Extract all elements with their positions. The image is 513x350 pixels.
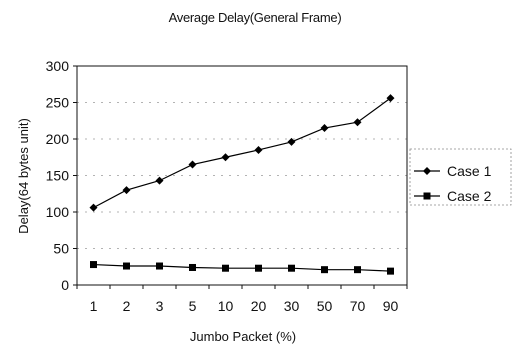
data-point <box>89 203 98 212</box>
data-point <box>255 264 262 272</box>
x-tick-label: 90 <box>383 298 399 314</box>
x-tick-label: 20 <box>251 298 267 314</box>
series <box>89 94 395 275</box>
data-point <box>188 160 197 169</box>
y-tick-label: 0 <box>61 277 69 293</box>
legend-item: Case 2 <box>414 188 492 204</box>
data-point <box>386 94 395 103</box>
y-tick-label: 200 <box>46 131 70 147</box>
x-axis-label: Jumbo Packet (%) <box>190 329 296 344</box>
data-point <box>320 124 329 133</box>
legend-item: Case 1 <box>414 163 492 179</box>
x-tick-label: 10 <box>218 298 234 314</box>
x-tick-label: 3 <box>156 298 164 314</box>
y-axis-label: Delay(64 bytes unit) <box>16 118 31 234</box>
x-tick-label: 70 <box>350 298 366 314</box>
x-tick-label: 1 <box>90 298 98 314</box>
x-tick-label: 30 <box>284 298 300 314</box>
y-tick-labels: 0 50 100 150 200 250 300 <box>46 58 70 293</box>
legend-marker <box>423 167 431 175</box>
chart-title: Average Delay(General Frame) <box>169 10 342 25</box>
legend: Case 1 Case 2 <box>409 148 512 206</box>
x-tick-label: 5 <box>189 298 197 314</box>
legend-label: Case 2 <box>447 188 492 204</box>
data-point <box>353 118 362 127</box>
legend-box <box>409 148 512 206</box>
series-case-1 <box>89 94 395 212</box>
series-line <box>93 97 391 209</box>
legend-marker <box>423 192 431 200</box>
y-tick-label: 100 <box>46 204 70 220</box>
data-point <box>221 153 230 162</box>
data-point <box>254 145 263 154</box>
y-tick-label: 300 <box>46 58 70 74</box>
x-tick-labels: 1 2 3 5 10 20 30 50 70 90 <box>90 298 399 314</box>
series-case-2 <box>90 261 394 275</box>
data-point <box>155 176 164 185</box>
y-tick-label: 250 <box>46 95 70 111</box>
data-point <box>354 266 361 274</box>
data-point <box>90 261 97 269</box>
y-tick-label: 50 <box>53 241 69 257</box>
legend-label: Case 1 <box>447 163 492 179</box>
data-point <box>156 262 163 270</box>
series-line <box>93 263 391 272</box>
data-point <box>123 262 130 270</box>
axes <box>73 65 408 289</box>
x-tick-label: 2 <box>123 298 131 314</box>
x-tick-label: 50 <box>317 298 333 314</box>
data-point <box>189 263 196 271</box>
data-point <box>122 186 131 195</box>
data-point <box>321 266 328 274</box>
data-point <box>387 267 394 275</box>
data-point <box>288 264 295 272</box>
data-point <box>287 137 296 146</box>
y-tick-label: 150 <box>46 168 70 184</box>
data-point <box>222 264 229 272</box>
